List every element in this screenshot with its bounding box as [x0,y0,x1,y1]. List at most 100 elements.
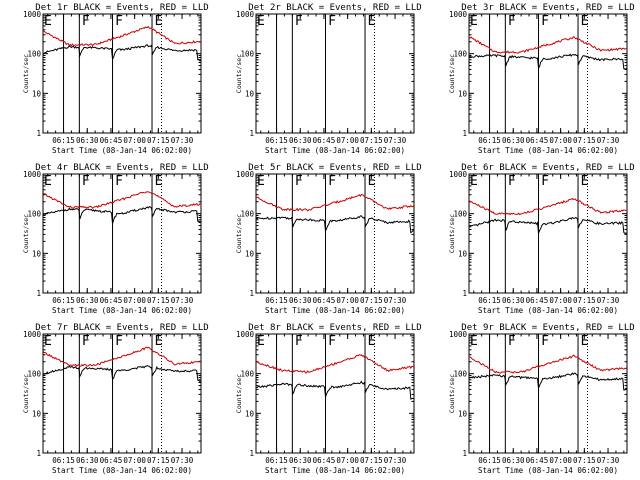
x-tick-label: 07:15 [573,456,596,465]
panel-title: Det 4r BLACK = Events, RED = LLD [35,163,208,173]
x-tick-label: 06:15 [265,296,288,305]
x-tick-label: 07:00 [549,296,572,305]
y-tick-label: 1000 [449,330,468,339]
detector-panel: Det 3r BLACK = Events, RED = LLD 1 10 100 10… [448,3,635,155]
x-tick-label: 07:00 [336,296,359,305]
lld-rate-line [469,354,628,374]
x-tick-label: 06:15 [478,296,501,305]
interval-marker: F [328,14,336,29]
x-tick-label: 07:15 [147,136,170,145]
x-tick-label: 07:30 [171,136,194,145]
y-tick-label: 1 [462,129,467,138]
detector-panel: Det 7r BLACK = Events, RED = LLD 1 10 100 10… [22,323,209,475]
x-tick-label: 07:15 [360,296,383,305]
x-axis-label: Start Time (08-Jan-14 06:02:00) [265,466,405,475]
interval-marker: E [470,14,478,29]
x-tick-label: 07:15 [360,456,383,465]
x-tick-label: 07:15 [573,296,596,305]
plot-frame [255,173,415,294]
y-tick-label: 1000 [449,10,468,19]
x-tick-label: 07:00 [123,456,146,465]
x-tick-label: 07:30 [384,296,407,305]
events-rate-line [468,53,628,70]
x-tick-label: 06:45 [100,296,123,305]
x-tick-label: 07:30 [171,296,194,305]
events-rate-line [42,205,202,224]
y-tick-label: 100 [240,210,254,219]
x-tick-label: 07:30 [384,136,407,145]
x-axis-label: Start Time (08-Jan-14 06:02:00) [265,146,405,155]
interval-marker: E [155,14,163,29]
x-tick-label: 06:30 [502,296,525,305]
x-tick-label: 06:30 [76,296,99,305]
interval-marker: E [44,334,52,349]
y-tick-label: 1000 [23,330,42,339]
interval-marker: F [508,334,516,349]
y-tick-label: 1000 [236,10,255,19]
panel-title: Det 7r BLACK = Events, RED = LLD [35,323,208,333]
events-rate-line [43,364,202,382]
interval-marker: E [155,174,163,189]
y-axis-label: Counts/sec [448,214,456,253]
x-tick-label: 06:45 [100,136,123,145]
y-tick-label: 1000 [449,170,468,179]
x-tick-label: 06:15 [52,456,75,465]
x-tick-label: 06:30 [76,456,99,465]
x-tick-label: 07:30 [171,456,194,465]
interval-marker: E [368,334,376,349]
interval-marker: E [44,14,52,29]
y-tick-label: 100 [453,50,467,59]
interval-marker: E [155,334,163,349]
detector-panel: Det 6r BLACK = Events, RED = LLD 1 10 100 10… [448,163,635,315]
y-tick-label: 1 [36,449,41,458]
x-tick-label: 06:15 [478,136,501,145]
x-tick-label: 06:45 [526,456,549,465]
y-tick-label: 10 [458,409,468,418]
x-tick-label: 07:00 [336,456,359,465]
panel-title: Det 3r BLACK = Events, RED = LLD [461,3,634,13]
detector-panel: Det 1r BLACK = Events, RED = LLD 1 10 100 10… [22,3,209,155]
y-tick-label: 10 [32,409,42,418]
y-axis-label: Counts/sec [22,54,30,93]
x-axis-label: Start Time (08-Jan-14 06:02:00) [478,306,618,315]
x-tick-label: 06:45 [526,136,549,145]
interval-marker: F [541,14,549,29]
detector-panel: Det 2r BLACK = Events, RED = LLD 1 10 100 10… [235,3,422,155]
y-tick-label: 1000 [236,170,255,179]
interval-marker: E [257,334,265,349]
y-tick-label: 10 [245,249,255,258]
y-tick-label: 1 [249,289,254,298]
x-axis-label: Start Time (08-Jan-14 06:02:00) [265,306,405,315]
interval-marker: F [295,334,303,349]
interval-marker: F [328,334,336,349]
x-tick-label: 06:15 [478,456,501,465]
x-tick-label: 07:00 [123,136,146,145]
plot-frame [255,13,415,134]
x-tick-label: 07:30 [597,296,620,305]
interval-marker: E [470,334,478,349]
interval-marker: F [82,334,90,349]
x-tick-label: 06:45 [313,456,336,465]
interval-marker: E [368,174,376,189]
interval-marker: F [295,174,303,189]
x-axis-label: Start Time (08-Jan-14 06:02:00) [52,306,192,315]
y-axis-label: Counts/sec [235,54,243,93]
y-axis-label: Counts/sec [448,54,456,93]
interval-marker: F [508,174,516,189]
x-tick-label: 07:15 [147,296,170,305]
detector-panel: Det 5r BLACK = Events, RED = LLD 1 10 100 10… [235,163,422,315]
x-tick-label: 07:15 [147,456,170,465]
x-tick-label: 06:30 [76,136,99,145]
x-tick-label: 06:15 [52,296,75,305]
lld-rate-line [468,36,628,54]
plot-frame [42,333,202,454]
interval-marker: F [115,174,123,189]
y-tick-label: 10 [245,409,255,418]
y-axis-label: Counts/sec [22,374,30,413]
interval-marker: F [82,174,90,189]
y-tick-label: 100 [453,210,467,219]
y-axis-label: Counts/sec [235,214,243,253]
interval-marker: F [82,14,90,29]
x-tick-label: 07:30 [597,456,620,465]
y-tick-label: 1000 [236,330,255,339]
